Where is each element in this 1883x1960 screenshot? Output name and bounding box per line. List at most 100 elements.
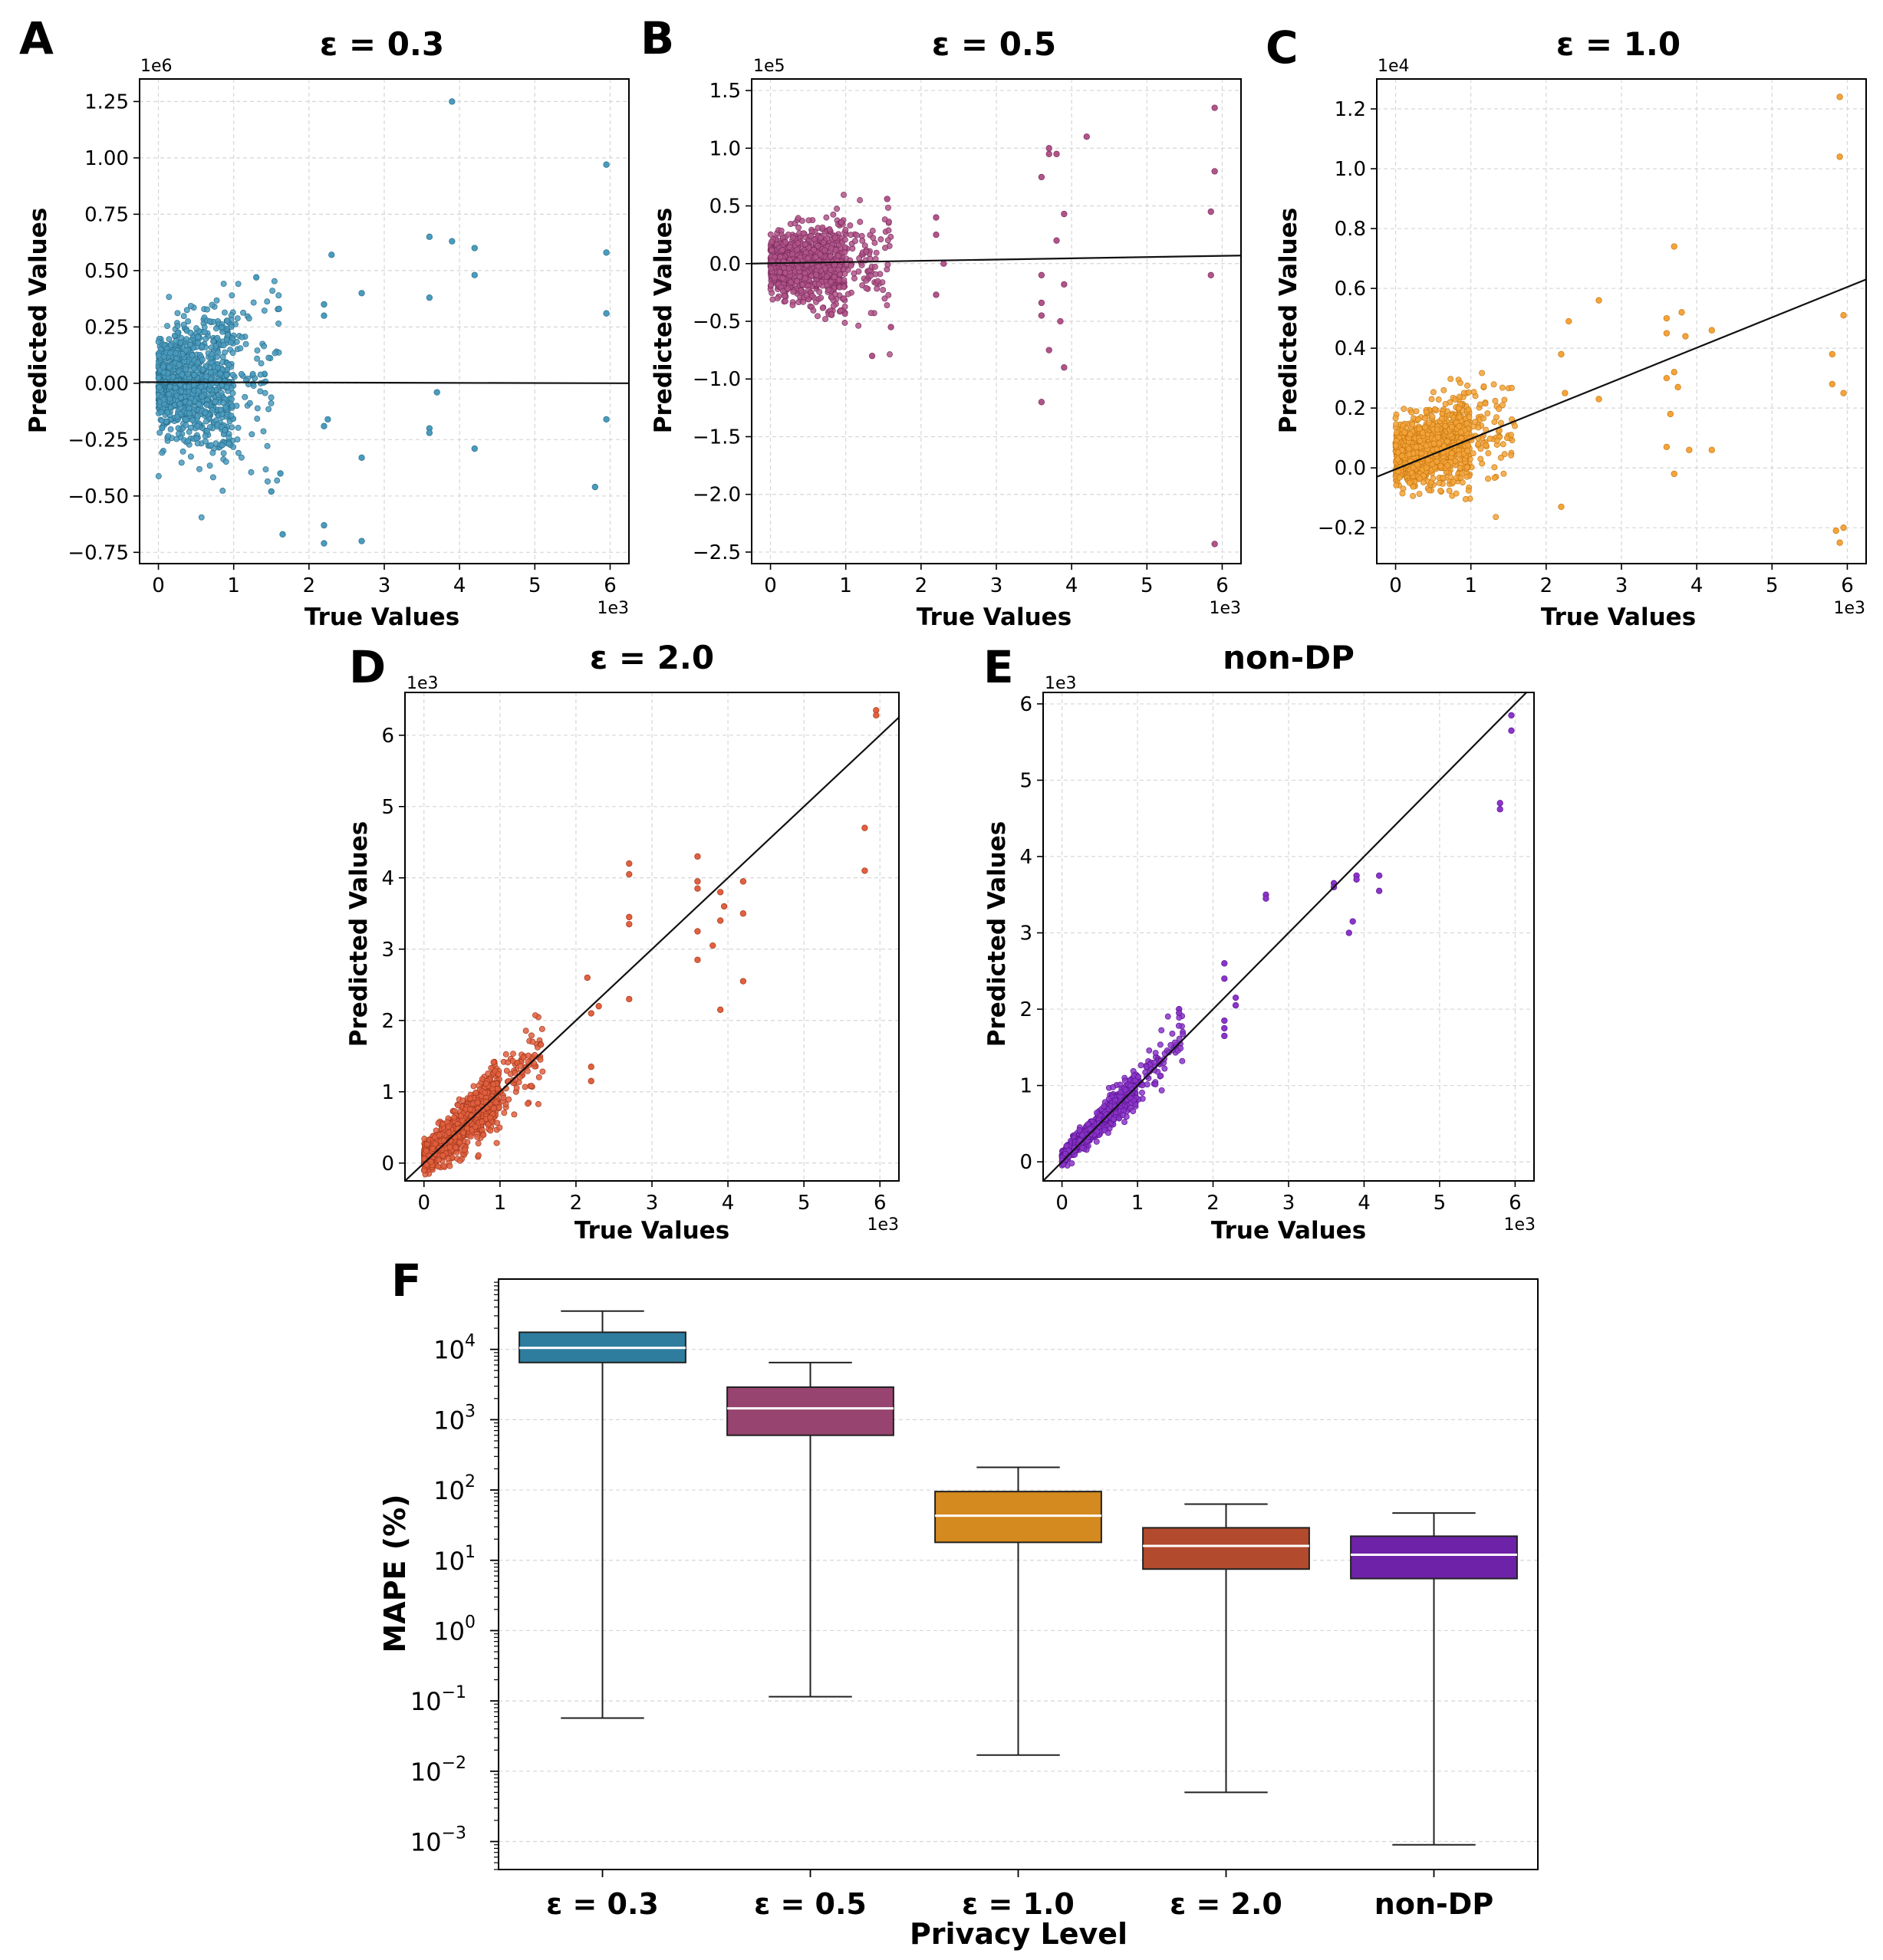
data-point — [204, 306, 211, 313]
data-point — [808, 232, 815, 239]
data-point — [1663, 314, 1671, 322]
data-point — [225, 434, 232, 441]
data-point — [495, 1070, 502, 1077]
data-point — [1595, 297, 1602, 304]
x-multiplier-a: 1e3 — [597, 599, 629, 618]
data-point — [1465, 389, 1472, 396]
data-point — [828, 311, 835, 317]
data-point — [183, 336, 190, 343]
data-point — [199, 367, 206, 373]
data-point — [1435, 396, 1442, 403]
data-point — [1475, 441, 1482, 447]
data-point — [789, 234, 796, 241]
data-point — [1406, 479, 1413, 486]
data-point — [782, 298, 788, 304]
y-tick-label: 0 — [381, 1153, 394, 1176]
data-point — [174, 310, 181, 317]
data-point — [321, 540, 328, 547]
data-point — [1413, 443, 1420, 450]
data-point — [805, 255, 811, 261]
panel-letter-f: F — [391, 1255, 422, 1307]
data-point — [1466, 414, 1473, 421]
data-point — [198, 383, 205, 390]
data-point — [1462, 496, 1469, 502]
data-point — [887, 324, 894, 331]
data-point — [175, 425, 182, 432]
data-point — [235, 424, 242, 431]
chart-title-a: ε = 0.3 — [320, 25, 444, 63]
x-axis-label-c: True Values — [1541, 603, 1696, 631]
data-point — [1465, 442, 1471, 449]
data-point — [1558, 503, 1565, 511]
data-point — [1565, 317, 1572, 325]
data-point — [219, 442, 225, 449]
data-point — [208, 360, 215, 366]
data-point — [217, 406, 224, 413]
data-point — [528, 1083, 535, 1089]
data-point — [1045, 150, 1052, 157]
data-point — [165, 432, 172, 439]
data-point — [440, 1163, 447, 1169]
y-tick-label: −0.75 — [67, 541, 129, 564]
data-point — [457, 1113, 464, 1120]
data-point — [271, 278, 278, 284]
data-point — [794, 278, 800, 284]
x-tick-label: 6 — [1841, 574, 1854, 597]
data-point — [1499, 384, 1506, 391]
data-point — [505, 1059, 512, 1066]
data-point — [487, 1127, 494, 1134]
data-point — [823, 214, 830, 221]
data-point — [426, 294, 433, 301]
data-point — [516, 1074, 523, 1080]
data-point — [1446, 487, 1453, 494]
data-point — [1083, 133, 1090, 140]
data-point — [1416, 491, 1423, 497]
data-point — [1152, 1050, 1159, 1057]
data-point — [471, 445, 478, 452]
data-point — [603, 310, 610, 317]
data-point — [835, 252, 841, 259]
data-point — [1480, 415, 1487, 422]
data-point — [235, 449, 242, 456]
data-point — [268, 394, 275, 401]
data-point — [208, 442, 214, 449]
data-point — [358, 454, 365, 461]
data-point — [769, 296, 776, 303]
data-point — [1463, 464, 1470, 471]
data-point — [160, 369, 167, 376]
data-point — [1475, 424, 1482, 431]
data-point — [788, 251, 795, 258]
data-point — [1477, 446, 1484, 452]
data-point — [802, 275, 808, 281]
data-point — [449, 98, 456, 105]
data-point — [164, 409, 171, 416]
data-point — [1405, 446, 1412, 452]
points-group — [140, 98, 629, 547]
data-point — [933, 214, 940, 221]
data-point — [885, 227, 892, 234]
data-point — [1493, 437, 1500, 444]
data-point — [1836, 153, 1843, 160]
data-point — [490, 1105, 497, 1112]
data-point — [229, 350, 236, 357]
data-point — [522, 1028, 529, 1034]
data-point — [275, 292, 282, 299]
data-point — [1121, 1119, 1127, 1126]
data-point — [851, 275, 858, 281]
data-point — [229, 371, 236, 378]
data-point — [1491, 419, 1498, 426]
data-point — [830, 302, 837, 309]
data-point — [1448, 423, 1455, 430]
x-tick-label: 5 — [528, 574, 542, 597]
data-point — [1456, 451, 1463, 458]
data-point — [257, 388, 264, 395]
data-point — [694, 928, 701, 935]
x-tick-label: 6 — [604, 574, 617, 597]
data-point — [1476, 401, 1483, 408]
data-point — [1562, 390, 1569, 396]
data-point — [1501, 451, 1508, 458]
data-point — [790, 288, 797, 295]
data-point — [1456, 413, 1463, 420]
data-point — [215, 364, 221, 371]
x-tick-label: 4 — [453, 574, 466, 597]
